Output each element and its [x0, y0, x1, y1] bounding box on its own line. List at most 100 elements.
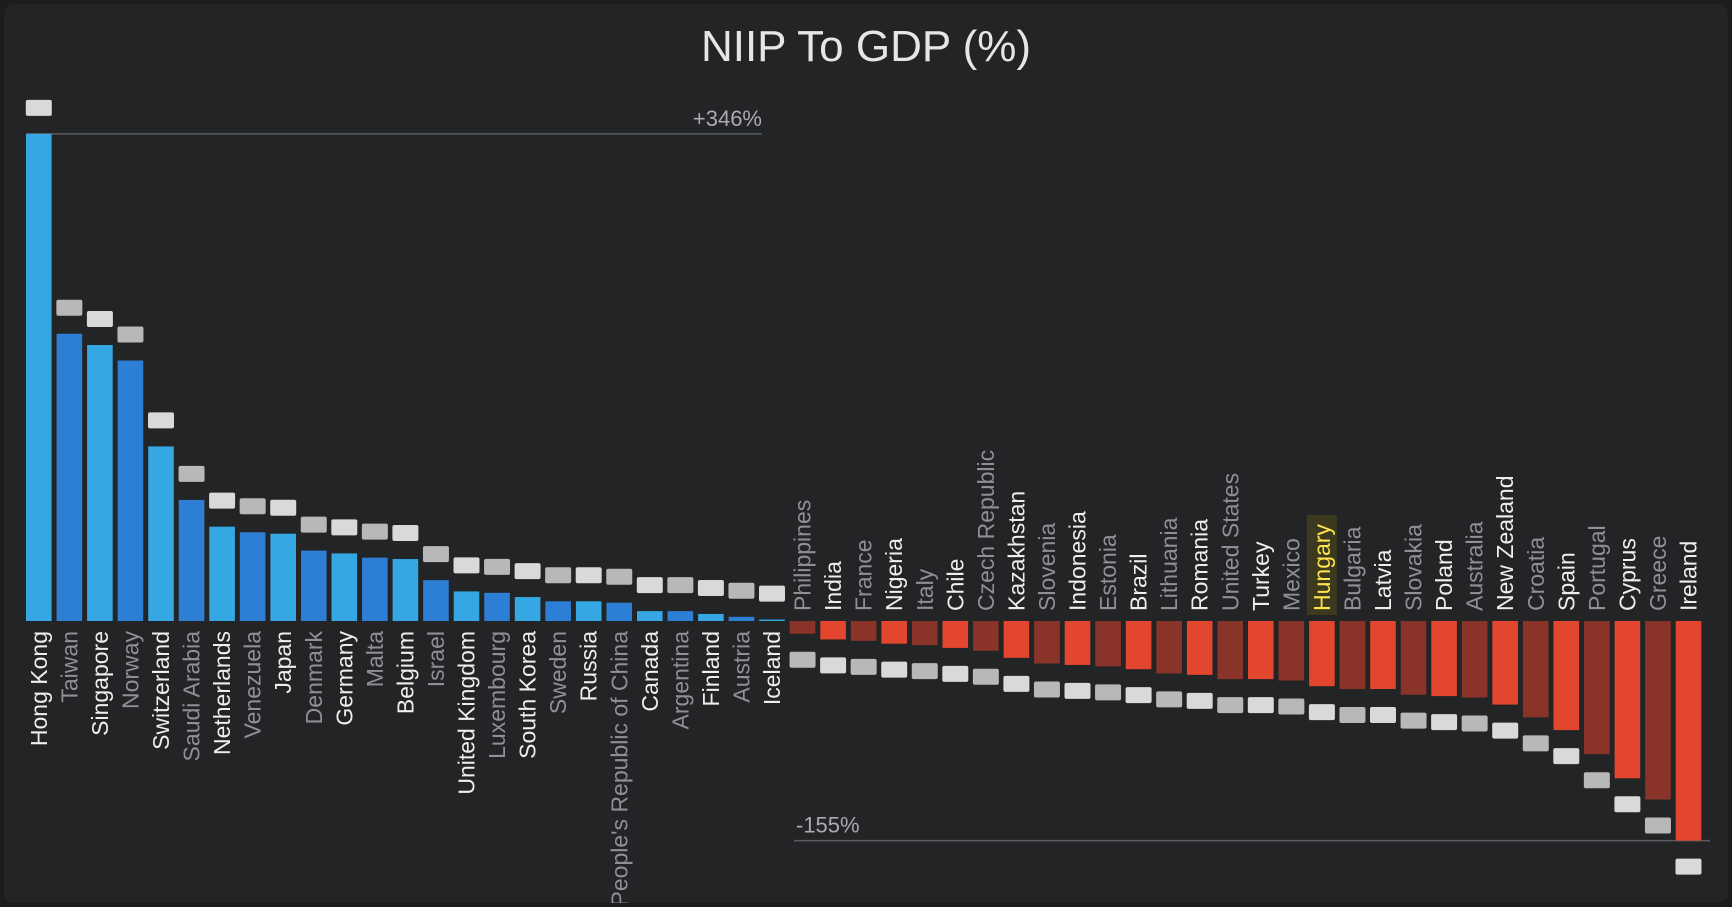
label-israel: Israel [423, 631, 449, 687]
flag-slovenia [1033, 681, 1060, 698]
flag-greece [1644, 817, 1671, 834]
bar-nigeria [881, 621, 907, 644]
bar-malta [362, 557, 388, 621]
bar-israel [423, 580, 449, 621]
flag-cyprus [1614, 796, 1641, 813]
bar-czech-republic [973, 621, 999, 651]
flag-india [820, 657, 847, 674]
label-sweden: Sweden [545, 631, 571, 714]
label-brazil: Brazil [1126, 553, 1152, 611]
bar-cyprus [1614, 621, 1641, 779]
bar-norway [117, 360, 144, 621]
label-lithuania: Lithuania [1156, 517, 1182, 611]
label-romania: Romania [1187, 519, 1213, 611]
flag-switzerland [148, 412, 174, 429]
bar-argentina [667, 611, 694, 621]
bar-austria [728, 616, 755, 621]
label-estonia: Estonia [1095, 534, 1121, 611]
label-bulgaria: Bulgaria [1339, 526, 1365, 611]
flag-brazil [1125, 687, 1152, 704]
label-hong-kong: Hong Kong [26, 631, 52, 746]
bar-denmark [300, 550, 327, 621]
bar-iceland [759, 619, 785, 621]
flag-chile [942, 665, 969, 682]
flag-russia [575, 567, 602, 584]
bar-slovakia [1400, 621, 1427, 695]
label-canada: Canada [637, 631, 663, 712]
bar-india [820, 621, 846, 640]
flag-netherlands [209, 492, 236, 509]
flag-australia [1461, 715, 1488, 732]
flag-philippines [789, 651, 816, 668]
flag-slovakia [1400, 712, 1427, 729]
bar-brazil [1125, 621, 1152, 670]
bar-hungary [1309, 621, 1335, 687]
bar-philippines [789, 621, 816, 634]
label-italy: Italy [912, 568, 938, 611]
flag-turkey [1247, 697, 1274, 714]
label-argentina: Argentina [667, 631, 693, 730]
flag-nigeria [881, 661, 908, 678]
bar-hong-kong [26, 133, 52, 621]
label-slovenia: Slovenia [1034, 523, 1060, 611]
flag-south-korea [514, 563, 541, 580]
bar-singapore [87, 345, 113, 621]
bar-japan [270, 533, 296, 621]
flag-denmark [300, 516, 327, 533]
label-south-korea: South Korea [515, 631, 541, 759]
bar-canada [637, 611, 663, 621]
bar-luxembourg [484, 592, 510, 621]
flag-latvia [1370, 707, 1396, 724]
bar-finland [698, 613, 724, 621]
max-value-label: +346% [693, 106, 762, 131]
flag-italy [911, 663, 938, 680]
label-slovakia: Slovakia [1401, 524, 1427, 611]
label-kazakhstan: Kazakhstan [1003, 491, 1029, 611]
label-people-s-republic-of-china: People's Republic of China [606, 631, 632, 903]
bar-france [850, 621, 877, 641]
flag-poland [1431, 714, 1458, 731]
label-turkey: Turkey [1248, 541, 1274, 611]
bar-estonia [1095, 621, 1121, 667]
flag-austria [728, 582, 755, 599]
label-cyprus: Cyprus [1614, 538, 1640, 611]
label-portugal: Portugal [1584, 525, 1610, 611]
flag-argentina [667, 577, 694, 594]
flag-united-states [1217, 697, 1244, 714]
label-japan: Japan [270, 631, 296, 694]
flag-united-kingdom [453, 557, 480, 574]
flag-japan [270, 499, 297, 516]
label-finland: Finland [698, 631, 724, 706]
label-australia: Australia [1462, 521, 1488, 611]
flag-hong-kong [25, 99, 52, 116]
flag-venezuela [239, 498, 266, 515]
label-switzerland: Switzerland [148, 631, 174, 750]
highlight-background [1306, 515, 1337, 615]
flag-croatia [1522, 735, 1549, 752]
flag-iceland [759, 585, 785, 602]
flag-norway [117, 326, 144, 343]
flag-taiwan [56, 299, 83, 316]
flag-people-s-republic-of-china [606, 568, 633, 585]
bar-slovenia [1034, 621, 1060, 664]
chart-panel: NIIP To GDP (%) +346% -155% Hong Kong Taiwa… [4, 4, 1728, 903]
label-singapore: Singapore [87, 631, 113, 736]
bar-romania [1186, 621, 1213, 675]
bar-taiwan [56, 333, 83, 621]
flag-finland [697, 579, 724, 596]
label-netherlands: Netherlands [209, 631, 235, 755]
flag-mexico [1278, 698, 1305, 715]
flag-romania [1186, 692, 1213, 709]
label-luxembourg: Luxembourg [484, 631, 510, 759]
label-germany: Germany [331, 631, 357, 726]
label-norway: Norway [117, 631, 143, 709]
flag-france [850, 658, 877, 675]
bar-united-kingdom [453, 591, 480, 621]
label-india: India [820, 561, 846, 611]
flag-lithuania [1156, 691, 1183, 708]
bar-poland [1431, 621, 1457, 697]
label-nigeria: Nigeria [881, 538, 907, 611]
label-austria: Austria [728, 631, 754, 703]
label-saudi-arabia: Saudi Arabia [179, 631, 205, 762]
flag-estonia [1095, 684, 1122, 701]
